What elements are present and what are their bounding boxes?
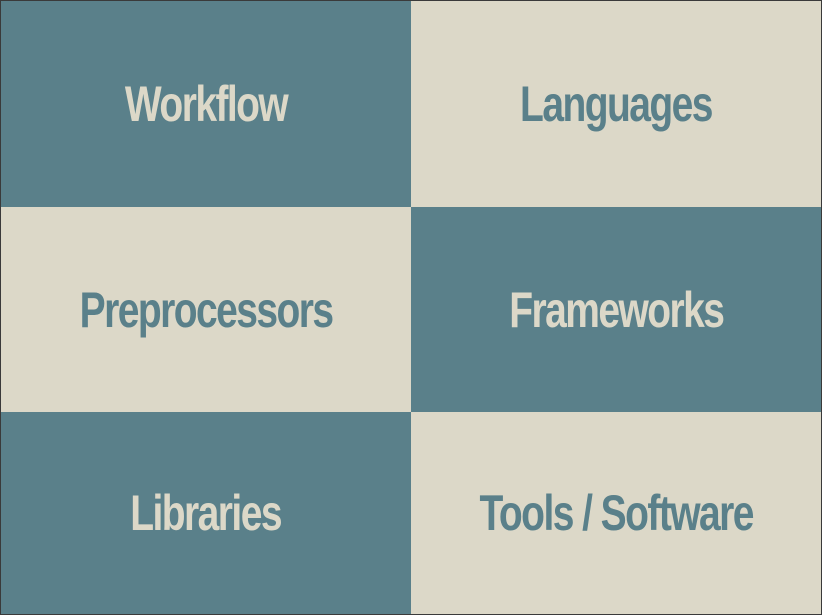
tile-label-workflow: Workflow bbox=[124, 76, 289, 132]
tile-preprocessors[interactable]: Preprocessors bbox=[1, 207, 411, 412]
tile-libraries[interactable]: Libraries bbox=[1, 412, 411, 614]
tile-languages[interactable]: Languages bbox=[411, 1, 821, 207]
tile-label-preprocessors: Preprocessors bbox=[79, 281, 334, 338]
tile-label-languages: Languages bbox=[520, 76, 713, 132]
tile-tools-software[interactable]: Tools / Software bbox=[411, 412, 821, 614]
tile-workflow[interactable]: Workflow bbox=[1, 1, 411, 207]
tile-frameworks[interactable]: Frameworks bbox=[411, 207, 821, 412]
tile-label-tools-software: Tools / Software bbox=[479, 485, 754, 541]
tile-label-frameworks: Frameworks bbox=[508, 281, 725, 338]
tile-label-libraries: Libraries bbox=[130, 485, 283, 541]
